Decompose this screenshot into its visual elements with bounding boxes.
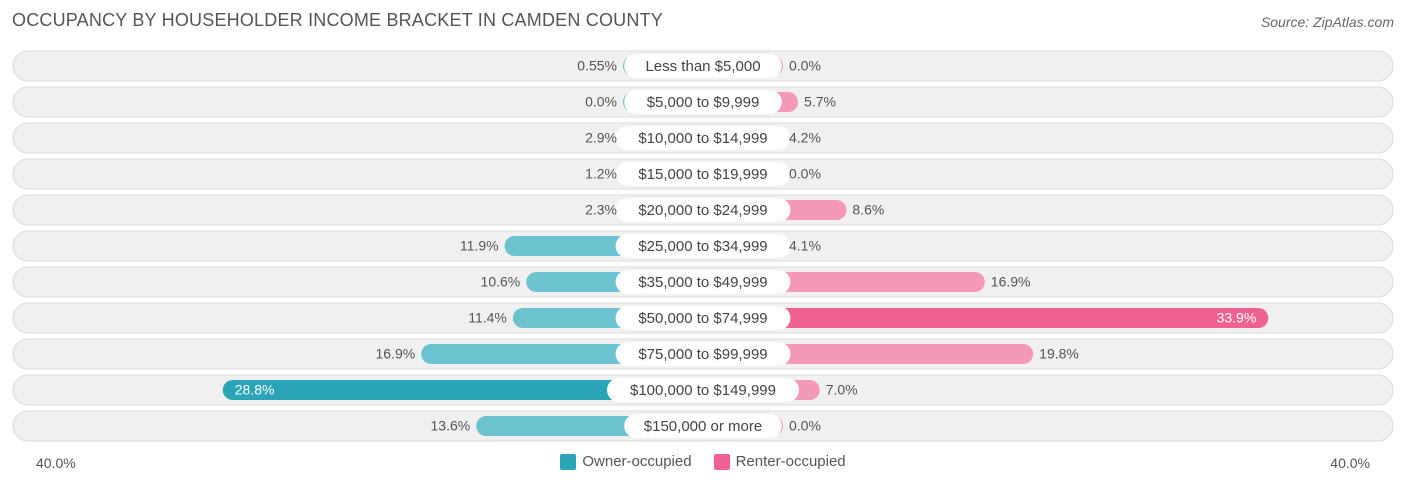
renter-value-label: 5.7% xyxy=(804,94,836,110)
renter-value-label: 0.0% xyxy=(789,418,821,434)
category-pill xyxy=(615,342,791,366)
renter-value-label: 0.0% xyxy=(789,166,821,182)
category-label: $100,000 to $149,999 xyxy=(630,382,776,399)
chart-title: OCCUPANCY BY HOUSEHOLDER INCOME BRACKET … xyxy=(12,10,663,30)
owner-value-label: 10.6% xyxy=(481,274,521,290)
category-label: $35,000 to $49,999 xyxy=(638,274,767,291)
renter-bar xyxy=(703,308,1269,328)
legend-owner[interactable]: Owner-occupied xyxy=(560,453,692,470)
owner-value-label: 0.55% xyxy=(577,58,617,74)
owner-value-label: 11.4% xyxy=(468,310,507,326)
category-pill xyxy=(615,306,791,330)
category-label: $75,000 to $99,999 xyxy=(638,346,767,363)
owner-value-label: 28.8% xyxy=(235,382,275,398)
renter-value-label: 4.2% xyxy=(789,130,821,146)
legend: Owner-occupied Renter-occupied xyxy=(0,453,1406,470)
category-label: $20,000 to $24,999 xyxy=(638,202,767,219)
category-pill xyxy=(624,90,782,114)
category-pill xyxy=(615,198,791,222)
legend-renter-swatch xyxy=(713,453,730,470)
renter-value-label: 33.9% xyxy=(1217,310,1257,326)
renter-value-label: 8.6% xyxy=(852,202,884,218)
category-label: Less than $5,000 xyxy=(645,58,760,75)
axis-left-label: 40.0% xyxy=(36,455,76,471)
renter-value-label: 7.0% xyxy=(826,382,858,398)
owner-value-label: 0.0% xyxy=(585,94,617,110)
owner-value-label: 2.9% xyxy=(585,130,617,146)
renter-value-label: 16.9% xyxy=(991,274,1031,290)
category-label: $50,000 to $74,999 xyxy=(638,310,767,327)
category-label: $150,000 or more xyxy=(644,418,762,435)
category-label: $5,000 to $9,999 xyxy=(647,94,760,111)
legend-owner-swatch xyxy=(560,453,577,470)
owner-value-label: 2.3% xyxy=(585,202,617,218)
legend-owner-label: Owner-occupied xyxy=(582,453,692,470)
owner-value-label: 13.6% xyxy=(431,418,471,434)
category-label: $15,000 to $19,999 xyxy=(638,166,767,183)
category-pill xyxy=(624,414,782,438)
owner-value-label: 11.9% xyxy=(460,238,499,254)
category-label: $25,000 to $34,999 xyxy=(638,238,767,255)
category-pill xyxy=(615,234,791,258)
legend-renter-label: Renter-occupied xyxy=(735,453,846,470)
source-note: Source: ZipAtlas.com xyxy=(1260,14,1394,30)
category-pill xyxy=(624,54,782,78)
category-pill xyxy=(615,270,791,294)
category-label: $10,000 to $14,999 xyxy=(638,130,767,147)
owner-value-label: 16.9% xyxy=(375,346,415,362)
owner-value-label: 1.2% xyxy=(585,166,617,182)
renter-value-label: 19.8% xyxy=(1039,346,1079,362)
category-pill xyxy=(615,126,791,150)
renter-value-label: 0.0% xyxy=(789,58,821,74)
category-pill xyxy=(615,162,791,186)
category-pill xyxy=(607,378,799,402)
legend-renter[interactable]: Renter-occupied xyxy=(713,453,846,470)
owner-bar xyxy=(222,380,703,400)
axis-right-label: 40.0% xyxy=(1330,455,1370,471)
renter-value-label: 4.1% xyxy=(789,238,821,254)
